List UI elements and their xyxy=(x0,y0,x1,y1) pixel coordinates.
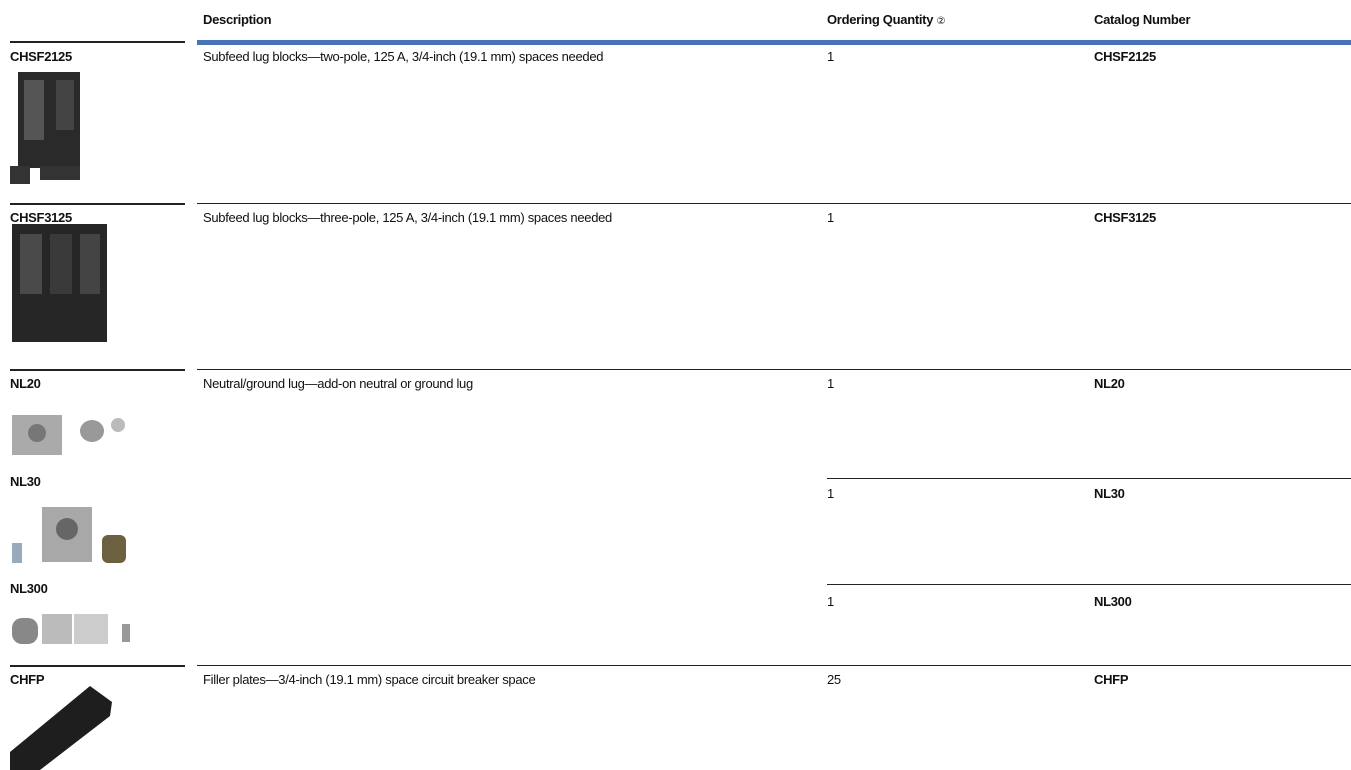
description: Filler plates—3/4-inch (19.1 mm) space c… xyxy=(203,672,536,687)
product-image xyxy=(12,224,107,342)
product-label: NL20 xyxy=(10,376,41,391)
product-label: CHFP xyxy=(10,672,45,687)
catalog-number: NL20 xyxy=(1094,376,1125,391)
quantity: 25 xyxy=(827,672,841,687)
footnote-marker: ② xyxy=(936,16,946,27)
product-image xyxy=(12,507,126,563)
catalog-number: CHSF2125 xyxy=(1094,49,1156,64)
product-label: CHSF2125 xyxy=(10,49,72,64)
sub-row-rule xyxy=(827,584,1351,585)
sub-row-rule xyxy=(827,478,1351,479)
column-header: Ordering Quantity ② xyxy=(827,12,945,30)
product-image xyxy=(10,686,112,770)
quantity: 1 xyxy=(827,594,834,609)
header-text: Ordering Quantity xyxy=(827,12,934,27)
description: Subfeed lug blocks—three-pole, 125 A, 3/… xyxy=(203,210,612,225)
product-image xyxy=(12,415,125,455)
catalog-number: NL300 xyxy=(1094,594,1132,609)
quantity: 1 xyxy=(827,49,834,64)
description: Subfeed lug blocks—two-pole, 125 A, 3/4-… xyxy=(203,49,604,64)
row-rule xyxy=(10,665,185,667)
quantity: 1 xyxy=(827,376,834,391)
row-rule xyxy=(10,41,185,43)
catalog-number: CHSF3125 xyxy=(1094,210,1156,225)
quantity: 1 xyxy=(827,210,834,225)
column-header: Description xyxy=(203,12,272,27)
product-label: CHSF3125 xyxy=(10,210,72,225)
product-image xyxy=(12,614,130,644)
row-rule xyxy=(10,369,185,371)
column-header: Catalog Number xyxy=(1094,12,1191,27)
row-rule xyxy=(10,203,185,205)
product-label: NL30 xyxy=(10,474,41,489)
quantity: 1 xyxy=(827,486,834,501)
catalog-number: NL30 xyxy=(1094,486,1125,501)
row-rule xyxy=(197,665,1351,666)
product-image xyxy=(10,72,80,184)
catalog-number: CHFP xyxy=(1094,672,1129,687)
row-rule xyxy=(197,369,1351,370)
header-rule xyxy=(197,40,1351,45)
description: Neutral/ground lug—add-on neutral or gro… xyxy=(203,376,473,391)
row-rule xyxy=(197,203,1351,204)
product-label: NL300 xyxy=(10,581,48,596)
